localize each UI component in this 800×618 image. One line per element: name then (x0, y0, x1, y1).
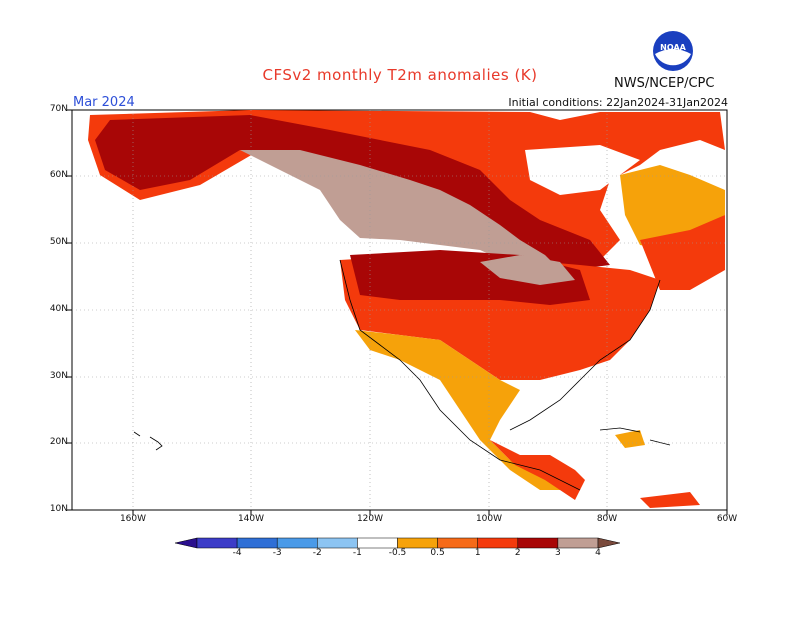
lat-label-10n: 10N (49, 504, 68, 514)
lon-label-160w: 160W (119, 514, 147, 524)
colorbar-label: 1 (474, 548, 481, 558)
lon-label-140w: 140W (237, 514, 265, 524)
colorbar-label: 0.5 (430, 548, 445, 558)
noaa-logo-icon: NOAA (653, 31, 693, 71)
lat-label-60n: 60N (49, 170, 68, 180)
colorbar-label: -2 (312, 548, 322, 558)
no-anomaly-greenland (525, 145, 640, 195)
colorbar-label: 3 (555, 548, 561, 558)
colorbar-segment (236, 537, 278, 549)
colorbar-label: -4 (232, 548, 242, 558)
colorbar-max-arrow (597, 537, 621, 549)
anomaly-fields (88, 110, 725, 508)
lon-label-80w: 80W (596, 514, 618, 524)
lat-label-20n: 20N (49, 437, 68, 447)
lat-label-70n: 70N (49, 104, 68, 114)
colorbar-label: 4 (595, 548, 601, 558)
colorbar-segment (557, 537, 599, 549)
anomaly-region-west-canada (240, 150, 560, 270)
lon-label-100w: 100W (475, 514, 503, 524)
colorbar-segment (477, 537, 519, 549)
colorbar (174, 537, 621, 549)
colorbar-segment (196, 537, 238, 549)
colorbar-min-arrow (174, 537, 198, 549)
anomaly-region-south-america (640, 492, 700, 508)
page-title: CFSv2 monthly T2m anomalies (K) (262, 66, 538, 84)
colorbar-segment (437, 537, 478, 549)
colorbar-label: -0.5 (388, 548, 407, 558)
coastlines (133, 259, 671, 491)
anomaly-region-mexico (490, 440, 585, 500)
agency-label: NWS/NCEP/CPC (614, 76, 715, 91)
colorbar-segment (397, 537, 438, 549)
valid-period: Mar 2024 (73, 95, 135, 110)
colorbar-segment (317, 537, 358, 549)
axis-ticks (67, 109, 728, 515)
lon-label-120w: 120W (356, 514, 384, 524)
svg-text:NOAA: NOAA (660, 43, 686, 52)
lat-label-50n: 50N (49, 237, 68, 247)
graticule (72, 110, 727, 510)
initial-conditions: Initial conditions: 22Jan2024-31Jan2024 (508, 96, 728, 109)
colorbar-segment (276, 537, 318, 549)
colorbar-segment (517, 537, 559, 549)
anomaly-region-southwest (355, 330, 570, 490)
anomaly-region-great-lakes (480, 255, 575, 285)
lat-label-30n: 30N (49, 371, 68, 381)
colorbar-label: -1 (352, 548, 362, 558)
colorbar-segment (357, 537, 398, 549)
lat-label-40n: 40N (49, 304, 68, 314)
colorbar-label: 2 (514, 548, 521, 558)
lon-label-60w: 60W (716, 514, 738, 524)
anomaly-region-alaska-dark (95, 115, 610, 270)
anomaly-region-atlantic-canada (640, 215, 725, 290)
colorbar-label: -3 (272, 548, 282, 558)
anomaly-region-caribbean (615, 430, 645, 448)
